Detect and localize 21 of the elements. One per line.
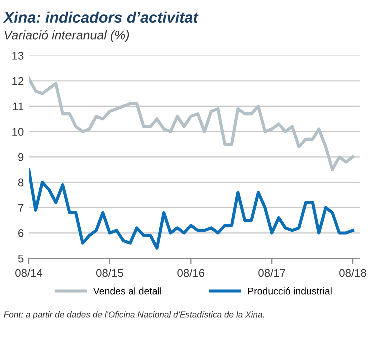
y-tick-label: 13 [12, 52, 24, 60]
y-tick-label: 6 [18, 229, 24, 238]
y-tick-label: 10 [12, 128, 24, 136]
line-series [29, 77, 355, 172]
legend-label: Vendes al detall [93, 288, 162, 295]
y-tick-label: 12 [12, 77, 24, 86]
x-tick-label: 08/17 [258, 268, 286, 278]
y-tick-label: 7 [18, 204, 24, 212]
y-tick-label: 9 [18, 153, 24, 162]
line-series [29, 168, 355, 250]
y-tick-label: 5 [18, 254, 24, 263]
chart-subtitle: Variació interanual (%) [4, 30, 130, 42]
legend-label: Producció industrial [248, 287, 332, 295]
x-tick-label: 08/16 [178, 268, 205, 278]
x-tick-label: 08/18 [340, 268, 366, 278]
x-tick-label: 08/15 [96, 268, 124, 278]
x-tick-label: 08/14 [16, 268, 43, 278]
y-tick-label: 11 [13, 102, 24, 110]
chart-title: Xina: indicadors d’activitat [3, 12, 199, 24]
text: Font: a partir de dades de l'Oficina Nacional d'Estadística de la Xina. [4, 311, 264, 320]
y-tick-label: 8 [18, 178, 24, 187]
